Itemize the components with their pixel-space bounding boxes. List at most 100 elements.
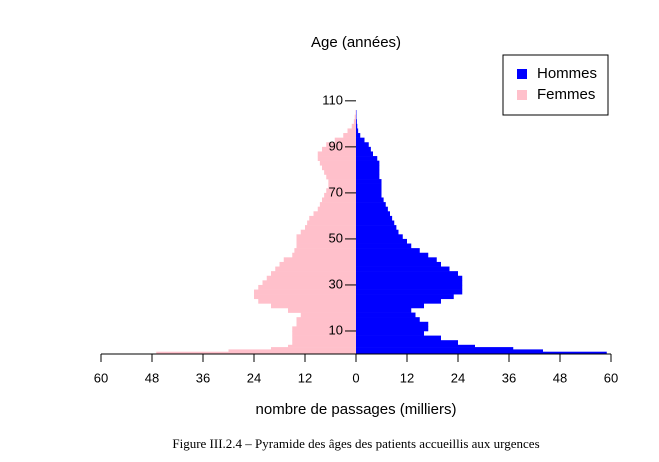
bar (356, 271, 458, 277)
bar (351, 123, 356, 129)
bar (326, 142, 356, 148)
bar (356, 188, 382, 194)
bar (271, 303, 356, 309)
bar (356, 211, 390, 217)
bar (322, 146, 356, 152)
figure-caption: Figure III.2.4 – Pyramide des âges des p… (172, 436, 539, 451)
bar (356, 137, 365, 143)
x-tick-label: 60 (94, 370, 108, 385)
bar (356, 294, 454, 300)
bar (356, 261, 441, 267)
bar (326, 188, 356, 194)
bar (317, 151, 356, 157)
bar (356, 165, 380, 171)
bar (356, 183, 382, 189)
bar (300, 229, 356, 235)
bar (300, 312, 356, 318)
bar (356, 123, 358, 129)
x-axis-label: nombre de passages (milliers) (256, 401, 457, 418)
bar (292, 326, 356, 332)
bar (356, 266, 450, 272)
bar (356, 284, 463, 290)
bar (356, 128, 359, 134)
x-tick-label: 12 (298, 370, 312, 385)
bar (328, 179, 356, 184)
bar (356, 347, 514, 350)
bar (356, 202, 386, 207)
y-tick-label: 70 (329, 184, 343, 199)
bar (324, 192, 356, 198)
bar (271, 347, 356, 350)
bar (356, 349, 543, 352)
bar (292, 330, 356, 336)
legend-label: Femmes (537, 86, 595, 103)
bar (356, 248, 420, 254)
legend-label: Hommes (537, 65, 597, 82)
bar (354, 114, 356, 120)
bar (326, 174, 356, 180)
y-tick-label: 90 (329, 138, 343, 153)
bar (356, 252, 429, 258)
bar (356, 215, 393, 221)
bar (279, 261, 356, 267)
x-tick-label: 12 (400, 370, 414, 385)
bar (356, 321, 429, 327)
bar (356, 303, 424, 309)
bar (356, 289, 463, 295)
bar (288, 344, 356, 348)
bar (356, 156, 378, 161)
bar (292, 335, 356, 341)
chart-title: Age (années) (311, 34, 401, 51)
x-tick-label: 36 (502, 370, 516, 385)
bar (356, 206, 388, 212)
legend-swatch (517, 69, 527, 79)
bar (296, 317, 356, 323)
bar (228, 349, 356, 352)
bar (254, 289, 356, 295)
bar (353, 119, 356, 125)
bar (356, 257, 437, 263)
bar (356, 174, 380, 180)
bar (317, 206, 356, 212)
bar (258, 284, 356, 290)
bar (324, 169, 356, 175)
bar (283, 257, 356, 263)
bar (356, 335, 441, 341)
y-tick-label: 30 (329, 276, 343, 291)
bar (319, 202, 356, 207)
bar (347, 128, 356, 134)
bar (292, 252, 356, 258)
bar (356, 197, 384, 203)
bar (356, 238, 407, 244)
bar (356, 192, 382, 198)
bar (356, 326, 429, 332)
y-tick-label: 110 (322, 92, 343, 107)
x-tick-label: 60 (604, 370, 618, 385)
bar (258, 298, 356, 304)
bar (356, 142, 369, 148)
bar (356, 119, 357, 125)
bar (356, 229, 399, 235)
bar (356, 317, 420, 323)
bar (356, 351, 607, 355)
x-tick-label: 24 (247, 370, 261, 385)
bar (262, 280, 356, 286)
bar (322, 165, 356, 171)
y-tick-label: 50 (329, 230, 343, 245)
bar (322, 197, 356, 203)
bar (356, 312, 416, 318)
x-tick-label: 24 (451, 370, 465, 385)
bar (356, 160, 380, 166)
x-tick-label: 0 (352, 370, 359, 385)
x-tick-label: 36 (196, 370, 210, 385)
bar (356, 243, 412, 249)
bar (356, 179, 382, 184)
bar (296, 243, 356, 249)
bar (343, 133, 356, 138)
bar (307, 220, 356, 226)
bar (356, 280, 463, 286)
bar (305, 225, 356, 231)
bar (288, 307, 356, 313)
bar (356, 344, 475, 348)
